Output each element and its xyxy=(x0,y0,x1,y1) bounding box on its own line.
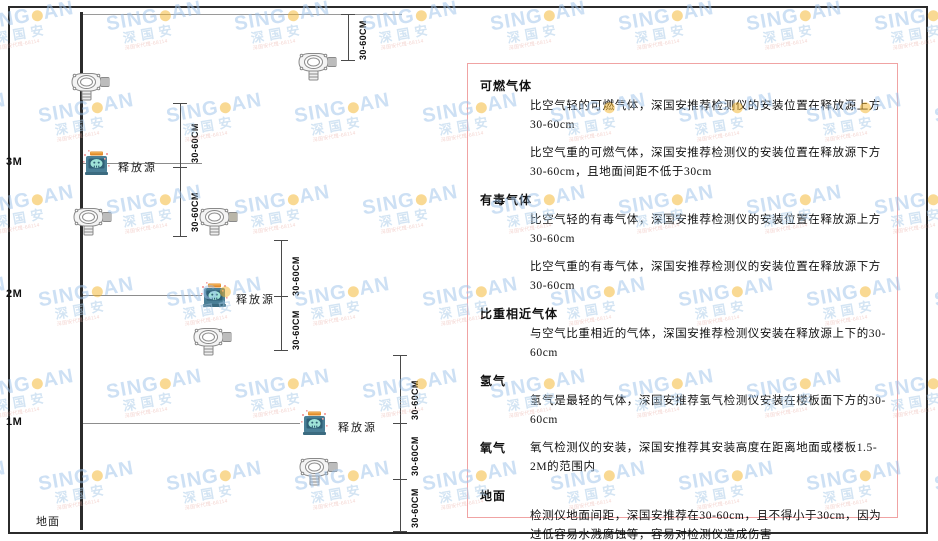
dimcap-mr2-b xyxy=(274,350,288,351)
axis-tick-1m: 1M xyxy=(6,416,23,428)
dim-label-upper-left-1: 30-60CM xyxy=(190,123,200,163)
level-line-1m xyxy=(80,423,300,424)
dimcap-ul2-b xyxy=(173,236,187,237)
panel-section-body: 氧气检测仪的安装，深国安推荐其安装高度在距离地面或楼板1.5-2M的范围内 xyxy=(530,439,887,482)
panel-section-title: 有毒气体 xyxy=(480,193,533,207)
dimcap-top-right-a xyxy=(341,14,355,15)
dimline-upper-left-1 xyxy=(180,103,181,179)
panel-section-toxic-gas: 有毒气体比空气轻的有毒气体，深国安推荐检测仪的安装位置在释放源上方30-60cm… xyxy=(480,191,887,296)
ceiling-line xyxy=(82,14,402,15)
release-source-icon xyxy=(200,281,230,311)
panel-section-body: 氢气是最轻的气体，深国安推荐氢气检测仪安装在楼板面下方的30-60cm xyxy=(530,392,887,430)
dim-label-mid-right-1: 30-60CM xyxy=(291,256,301,296)
panel-paragraph: 与空气比重相近的气体，深国安推荐检测仪安装在释放源上下的30-60cm xyxy=(530,328,886,359)
panel-paragraph: 比空气轻的可燃气体，深国安推荐检测仪的安装位置在释放源上方30-60cm xyxy=(530,100,881,131)
release-source-label: 释放源 xyxy=(338,422,377,434)
panel-section-body: 检测仪地面间距，深国安推荐在30-60cm，且不得小于30cm，因为过低容易水溅… xyxy=(530,507,887,541)
dim-label-low-right-1: 30-60CM xyxy=(410,380,420,420)
dimline-low-right-3 xyxy=(400,479,401,531)
gas-detector-icon xyxy=(295,50,341,84)
panel-section-body: 与空气比重相近的气体，深国安推荐检测仪安装在释放源上下的30-60cm xyxy=(530,325,887,363)
level-line-2m xyxy=(80,295,202,296)
panel-paragraph: 比空气重的可燃气体，深国安推荐检测仪的安装位置在释放源下方30-60cm，且地面… xyxy=(530,147,881,178)
dim-label-mid-right-2: 30-60CM xyxy=(291,310,301,350)
panel-section-oxygen: 氧气 氧气检测仪的安装，深国安推荐其安装高度在距离地面或楼板1.5-2M的范围内 xyxy=(480,439,887,482)
panel-paragraph: 比空气重的有毒气体，深国安推荐检测仪的安装位置在释放源下方30-60cm xyxy=(530,261,881,292)
panel-section-body: 比空气轻的有毒气体，深国安推荐检测仪的安装位置在释放源上方30-60cm 比空气重… xyxy=(530,211,887,296)
panel-section-similar-density-gas: 比重相近气体与空气比重相近的气体，深国安推荐检测仪安装在释放源上下的30-60c… xyxy=(480,305,887,363)
level-line-3m xyxy=(80,163,202,164)
panel-paragraph: 比空气轻的有毒气体，深国安推荐检测仪的安装位置在释放源上方30-60cm xyxy=(530,214,881,245)
dimline-mid-right-2 xyxy=(281,296,282,350)
panel-paragraph: 氧气检测仪的安装，深国安推荐其安装高度在距离地面或楼板1.5-2M的范围内 xyxy=(530,442,878,473)
dimline-mid-right-1 xyxy=(281,240,282,296)
gas-detector-icon xyxy=(68,70,114,104)
dimcap-top-right-b xyxy=(341,60,355,61)
dimline-low-right-1 xyxy=(400,355,401,423)
dimcap-mr1-a xyxy=(274,240,288,241)
release-source-label: 释放源 xyxy=(236,294,275,306)
axis-tick-3m: 3M xyxy=(6,156,23,168)
dimcap-ul1-a xyxy=(173,103,187,104)
panel-section-body: 比空气轻的可燃气体，深国安推荐检测仪的安装位置在释放源上方30-60cm 比空气重… xyxy=(530,97,887,182)
gas-detector-icon xyxy=(70,205,116,239)
outer-frame xyxy=(8,6,928,534)
dimline-low-right-2 xyxy=(400,423,401,479)
gas-detector-icon xyxy=(196,205,242,239)
dimcap-lr3-b xyxy=(393,531,407,532)
release-source-icon xyxy=(82,149,112,179)
dimcap-lr1-a xyxy=(393,355,407,356)
panel-section-title: 氢气 xyxy=(480,374,507,388)
panel-section-title: 比重相近气体 xyxy=(480,307,559,321)
axis-tick-2m: 2M xyxy=(6,288,23,300)
panel-section-title: 氧气 xyxy=(480,441,507,455)
panel-section-title: 地面 xyxy=(480,489,507,503)
panel-section-title: 可燃气体 xyxy=(480,79,533,93)
dim-label-low-right-3: 30-60CM xyxy=(410,488,420,528)
release-source-label: 释放源 xyxy=(118,162,157,174)
guidance-panel: 可燃气体比空气轻的可燃气体，深国安推荐检测仪的安装位置在释放源上方30-60cm… xyxy=(467,63,898,541)
gas-detector-icon xyxy=(296,455,342,489)
panel-paragraph: 氢气是最轻的气体，深国安推荐氢气检测仪安装在楼板面下方的30-60cm xyxy=(530,395,886,426)
dimline-upper-left-2 xyxy=(180,167,181,236)
release-source-icon xyxy=(300,409,330,439)
ground-label: 地面 xyxy=(36,516,60,528)
dimline-top-right xyxy=(348,14,349,60)
dim-label-low-right-2: 30-60CM xyxy=(410,436,420,476)
panel-paragraph: 检测仪地面间距，深国安推荐在30-60cm，且不得小于30cm，因为过低容易水溅… xyxy=(530,510,882,541)
panel-section-combustible-gas: 可燃气体比空气轻的可燃气体，深国安推荐检测仪的安装位置在释放源上方30-60cm… xyxy=(480,77,887,182)
gas-detector-icon xyxy=(190,325,236,359)
vertical-axis xyxy=(80,12,83,530)
dim-label-top-right: 30-60CM xyxy=(358,20,368,60)
panel-section-ground: 地面检测仪地面间距，深国安推荐在30-60cm，且不得小于30cm，因为过低容易… xyxy=(480,487,887,541)
panel-section-hydrogen: 氢气氢气是最轻的气体，深国安推荐氢气检测仪安装在楼板面下方的30-60cm xyxy=(480,372,887,430)
